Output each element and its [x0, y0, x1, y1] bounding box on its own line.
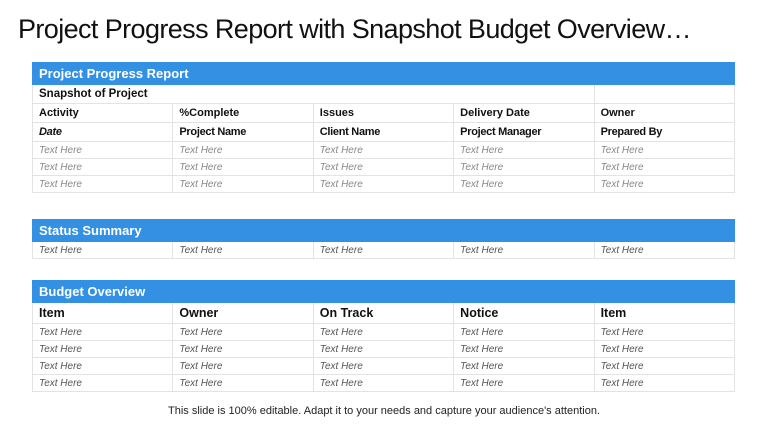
column-header: Item [31, 302, 174, 324]
table-cell[interactable]: Text Here [453, 141, 595, 159]
table-row: Text Here Text Here Text Here Text Here … [31, 175, 736, 193]
table-cell[interactable]: Text Here [453, 374, 595, 392]
table-cell[interactable]: Text Here [172, 323, 314, 341]
column-header: Owner [172, 302, 314, 324]
table-row: Text Here Text Here Text Here Text Here … [31, 340, 736, 358]
table-cell[interactable]: Text Here [453, 357, 595, 375]
budget-overview-header: Budget Overview [32, 280, 735, 303]
table-cell[interactable]: Text Here [593, 158, 736, 176]
column-header: Prepared By [593, 122, 736, 142]
table-cell[interactable]: Text Here [312, 141, 455, 159]
table-cell[interactable]: Text Here [172, 175, 314, 193]
table-row: Text Here Text Here Text Here Text Here … [31, 374, 736, 392]
table-cell[interactable]: Text Here [172, 241, 314, 259]
table-cell[interactable]: Text Here [31, 158, 174, 176]
table-row: Text Here Text Here Text Here Text Here … [31, 241, 736, 259]
table-cell[interactable]: Text Here [172, 374, 314, 392]
table-cell[interactable]: Text Here [453, 340, 595, 358]
table-cell[interactable]: Text Here [312, 158, 455, 176]
table-cell[interactable]: Text Here [31, 175, 174, 193]
table-cell[interactable]: Text Here [593, 241, 736, 259]
status-summary-table: Status Summary Text Here Text Here Text … [31, 219, 736, 259]
budget-overview-table: Budget Overview Item Owner On Track Noti… [31, 280, 736, 392]
column-header: Date [31, 122, 174, 142]
table-cell[interactable]: Text Here [453, 241, 595, 259]
table-cell[interactable]: Text Here [593, 357, 736, 375]
table-cell[interactable]: Text Here [172, 357, 314, 375]
table-row: Text Here Text Here Text Here Text Here … [31, 158, 736, 176]
empty-cell [593, 84, 736, 104]
table-cell[interactable]: Text Here [453, 158, 595, 176]
table-row: Text Here Text Here Text Here Text Here … [31, 323, 736, 341]
table-row: Text Here Text Here Text Here Text Here … [31, 357, 736, 375]
table-cell[interactable]: Text Here [31, 374, 174, 392]
column-header: Item [593, 302, 736, 324]
table-cell[interactable]: Text Here [31, 241, 174, 259]
column-header: Issues [312, 103, 455, 123]
column-header: Owner [593, 103, 736, 123]
column-header: Delivery Date [453, 103, 595, 123]
column-header: %Complete [172, 103, 314, 123]
table-cell[interactable]: Text Here [312, 323, 455, 341]
table-cell[interactable]: Text Here [593, 323, 736, 341]
table-cell[interactable]: Text Here [31, 340, 174, 358]
column-header: Project Name [172, 122, 314, 142]
column-header: Client Name [312, 122, 455, 142]
table-cell[interactable]: Text Here [453, 175, 595, 193]
table-cell[interactable]: Text Here [593, 175, 736, 193]
column-header: Notice [453, 302, 595, 324]
status-summary-header: Status Summary [32, 219, 735, 242]
column-header: Activity [31, 103, 174, 123]
table-cell[interactable]: Text Here [312, 241, 455, 259]
column-header: Project Manager [453, 122, 595, 142]
table-cell[interactable]: Text Here [593, 340, 736, 358]
table-cell[interactable]: Text Here [172, 158, 314, 176]
table-cell[interactable]: Text Here [453, 323, 595, 341]
footer-caption: This slide is 100% editable. Adapt it to… [168, 405, 600, 417]
table-cell[interactable]: Text Here [312, 340, 455, 358]
table-cell[interactable]: Text Here [593, 141, 736, 159]
progress-report-header: Project Progress Report [32, 62, 735, 85]
table-cell[interactable]: Text Here [31, 141, 174, 159]
table-cell[interactable]: Text Here [172, 141, 314, 159]
column-header: On Track [312, 302, 455, 324]
snapshot-label: Snapshot of Project [32, 84, 595, 104]
page-title: Project Progress Report with Snapshot Bu… [18, 14, 692, 44]
progress-report-table: Project Progress Report Snapshot of Proj… [31, 62, 736, 193]
table-cell[interactable]: Text Here [31, 323, 174, 341]
table-cell[interactable]: Text Here [31, 357, 174, 375]
table-row: Text Here Text Here Text Here Text Here … [31, 141, 736, 159]
table-cell[interactable]: Text Here [172, 340, 314, 358]
table-cell[interactable]: Text Here [312, 357, 455, 375]
table-cell[interactable]: Text Here [312, 175, 455, 193]
table-cell[interactable]: Text Here [312, 374, 455, 392]
table-cell[interactable]: Text Here [593, 374, 736, 392]
